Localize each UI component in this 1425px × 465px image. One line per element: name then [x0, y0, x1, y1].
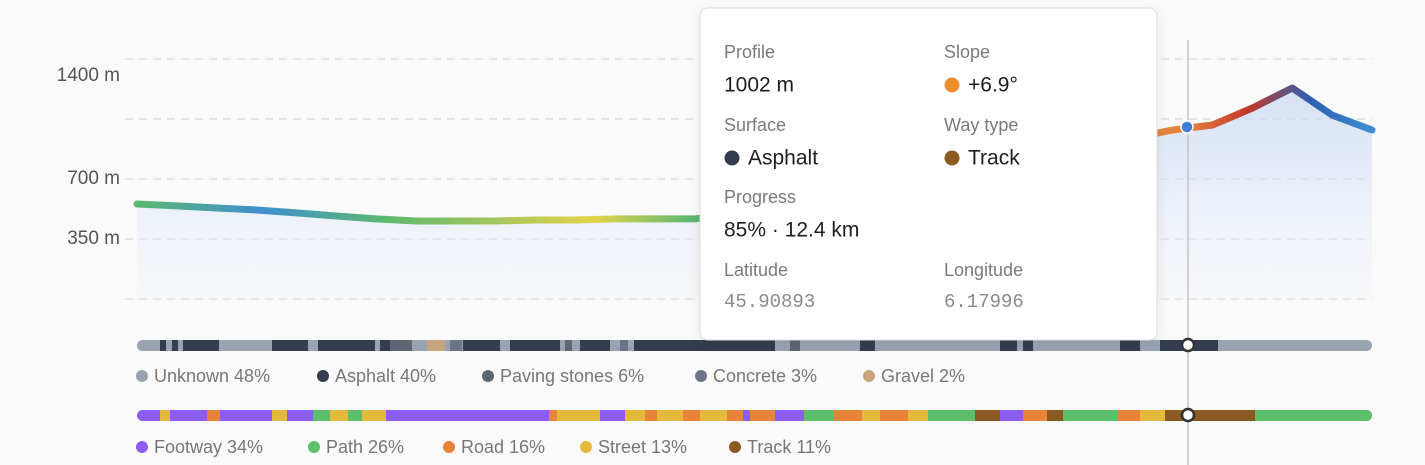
bar-segment [750, 410, 775, 421]
bar-segment [880, 410, 908, 421]
tooltip-label: Profile [724, 42, 775, 62]
legend-label: Unknown 48% [154, 366, 270, 386]
legend-label: Footway 34% [154, 437, 263, 457]
bar-segment [700, 410, 727, 421]
bar-segment [318, 340, 375, 351]
legend-swatch [580, 441, 592, 453]
bar-segment [207, 410, 220, 421]
legend-swatch [482, 370, 494, 382]
tooltip-box [699, 7, 1158, 341]
bar-segment [313, 410, 330, 421]
legend-swatch [863, 370, 875, 382]
bar-segment [625, 410, 645, 421]
bar-segment [510, 340, 560, 351]
bar-segment [362, 410, 386, 421]
bar-segment [862, 410, 880, 421]
bar-segment [390, 340, 412, 351]
bar-segment [380, 340, 390, 351]
y-tick-label: 350 m [67, 228, 120, 249]
bar-segment [272, 410, 287, 421]
tooltip-value: 45.90893 [724, 291, 815, 313]
bar-segment [272, 340, 308, 351]
bar-segment [1000, 340, 1017, 351]
legend-label: Concrete 3% [713, 366, 817, 386]
bar-segment [834, 410, 862, 421]
bar-segment [683, 410, 700, 421]
tooltip: Profile 1002 m Slope +6.9° Surface Aspha… [699, 7, 1158, 341]
legend-swatch [317, 370, 329, 382]
legends: Unknown 48% Asphalt 40% Paving stones 6% Co… [136, 366, 965, 457]
bar-segment [427, 340, 445, 351]
legend-label: Path 26% [326, 437, 404, 457]
tooltip-value: Asphalt [748, 147, 818, 170]
legend-swatch [136, 441, 148, 453]
bar-segment [645, 410, 657, 421]
bar-segment [172, 340, 178, 351]
legend-swatch [308, 441, 320, 453]
bar-segment [549, 410, 557, 421]
legend-swatch [443, 441, 455, 453]
bar-segment [804, 410, 834, 421]
bar-segment [348, 410, 362, 421]
tooltip-label: Latitude [724, 260, 788, 280]
bar-segment [790, 340, 800, 351]
bar-segment [565, 340, 572, 351]
bar-segment [1023, 410, 1047, 421]
bar-segment [620, 340, 628, 351]
tooltip-label: Way type [944, 115, 1018, 135]
legend-swatch [695, 370, 707, 382]
bar-segment [557, 410, 600, 421]
legend-label: Paving stones 6% [500, 366, 644, 386]
tooltip-value: 85% · 12.4 km [724, 219, 859, 242]
legend-label: Road 16% [461, 437, 545, 457]
tooltip-value: 1002 m [724, 74, 794, 97]
bar-segment [657, 410, 683, 421]
bar-segment [183, 340, 219, 351]
legend-label: Track 11% [747, 437, 831, 457]
legend-label: Street 13% [598, 437, 687, 457]
legend-swatch [136, 370, 148, 382]
bar-segment [860, 340, 875, 351]
tooltip-label: Progress [724, 187, 796, 207]
legend-label: Asphalt 40% [335, 366, 436, 386]
tooltip-label: Longitude [944, 260, 1023, 280]
tooltip-value: +6.9° [968, 74, 1018, 97]
bar-segment [634, 340, 775, 351]
bar-segment [928, 410, 975, 421]
bar-cursor [1180, 337, 1196, 353]
bar-segment [580, 340, 610, 351]
tooltip-label: Surface [724, 115, 786, 135]
legend-label: Gravel 2% [881, 366, 965, 386]
bar [137, 410, 1372, 421]
y-tick-label: 1400 m [57, 65, 120, 86]
bar-segment [1165, 410, 1255, 421]
bar-segment [330, 410, 348, 421]
tooltip-value: Track [968, 147, 1020, 170]
bar-segment [1255, 410, 1372, 421]
bar-segment [160, 340, 166, 351]
legend-swatch [729, 441, 741, 453]
bar-segment [908, 410, 928, 421]
bar-cursor [1180, 407, 1196, 423]
slope-dot [944, 77, 960, 93]
bar-segment [1120, 340, 1140, 351]
way-type-dot [944, 150, 960, 166]
bar-segment [1140, 410, 1165, 421]
bar-segment [1118, 410, 1140, 421]
bar-segment [1023, 340, 1033, 351]
bar-segment [463, 340, 500, 351]
bars [137, 337, 1372, 423]
surface-dot [724, 150, 740, 166]
bar-segment [450, 340, 462, 351]
bar-segment [727, 410, 743, 421]
tooltip-label: Slope [944, 42, 990, 62]
cursor-point [1180, 120, 1194, 134]
bar-segment [1063, 410, 1118, 421]
bar-segment [975, 410, 1000, 421]
y-tick-label: 700 m [67, 168, 120, 189]
bar-segment [1047, 410, 1063, 421]
tooltip-value: 6.17996 [944, 291, 1024, 313]
bar-segment [160, 410, 170, 421]
